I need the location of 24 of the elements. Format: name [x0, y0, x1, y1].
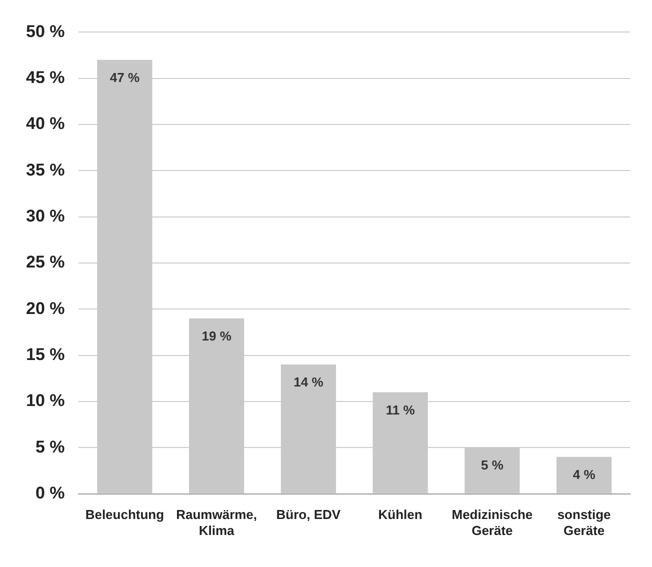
data-label: 14 %: [294, 374, 324, 390]
y-tick-label: 0 %: [35, 483, 65, 502]
x-tick-label: Raumwärme, Klima: [176, 507, 258, 538]
data-label: 11 %: [386, 402, 416, 418]
x-tick-label: Kühlen: [378, 507, 422, 522]
x-tick-label: Medizinische Geräte: [452, 507, 533, 538]
y-tick-label: 25 %: [26, 252, 65, 272]
bar: [556, 456, 612, 494]
y-tick-label: 10 %: [26, 391, 65, 410]
x-tick-label: Beleuchtung: [85, 507, 164, 522]
y-tick-label: 40 %: [26, 114, 65, 134]
y-tick-label: 20 %: [26, 298, 65, 318]
data-label: 4 %: [572, 466, 596, 482]
y-tick-label: 5 %: [35, 437, 65, 456]
data-label: 19 %: [202, 328, 232, 344]
y-tick-label: 15 %: [26, 345, 65, 364]
y-tick-label: 30 %: [26, 206, 65, 226]
y-tick-label: 50 %: [26, 22, 65, 41]
y-tick-label: 45 %: [26, 68, 65, 88]
x-tick-label: sonstige Geräte: [557, 507, 611, 538]
data-label: 47 %: [110, 70, 140, 85]
x-tick-label: Büro, EDV: [276, 507, 341, 522]
data-label: 5 %: [480, 458, 504, 473]
y-tick-label: 35 %: [26, 160, 65, 180]
